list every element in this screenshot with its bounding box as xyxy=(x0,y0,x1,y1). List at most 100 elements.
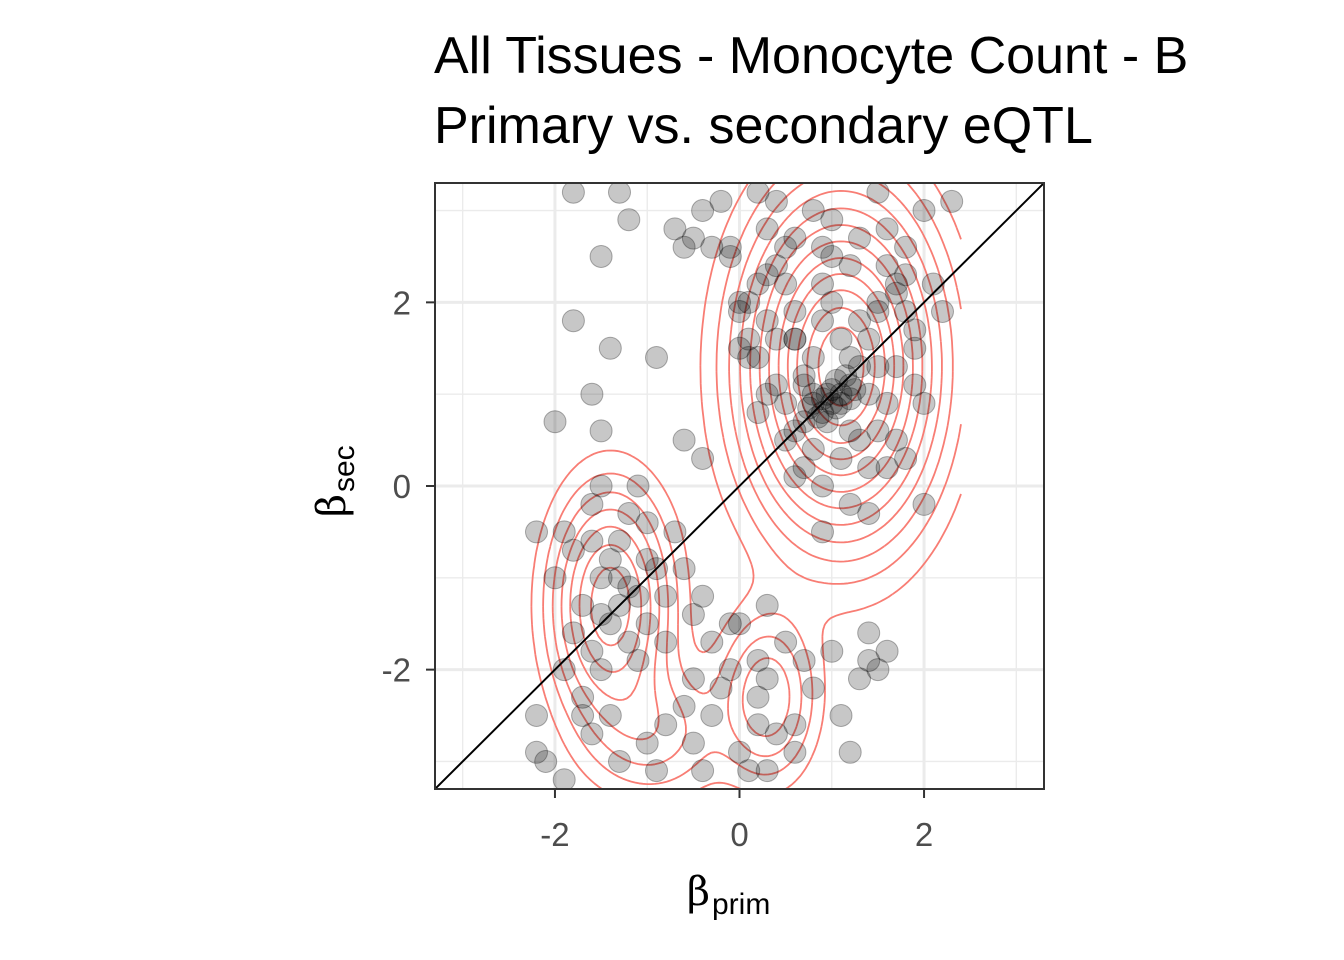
data-point xyxy=(571,685,595,709)
data-point xyxy=(792,649,816,672)
data-point xyxy=(921,272,945,296)
data-point xyxy=(672,694,696,718)
data-point xyxy=(829,382,853,406)
data-point xyxy=(608,566,631,590)
data-point xyxy=(598,612,622,636)
data-point xyxy=(903,336,927,360)
data-point xyxy=(589,566,613,590)
y-tick-label: 2 xyxy=(393,284,411,321)
data-point xyxy=(783,226,807,250)
data-point xyxy=(820,378,844,402)
data-point xyxy=(746,346,770,369)
density-contour-line xyxy=(560,190,943,741)
data-point xyxy=(820,639,844,663)
data-point xyxy=(728,336,751,360)
data-point xyxy=(857,327,881,351)
data-point xyxy=(875,217,899,241)
data-point xyxy=(635,731,659,755)
reference-line-group xyxy=(435,183,1044,789)
data-point xyxy=(774,391,798,415)
data-point xyxy=(912,391,936,415)
density-contour-line xyxy=(551,183,954,766)
data-point xyxy=(654,584,678,608)
data-point xyxy=(700,704,724,727)
data-point xyxy=(608,750,631,773)
data-point xyxy=(718,612,742,636)
data-point xyxy=(617,575,641,599)
x-tick-label: -2 xyxy=(540,816,569,853)
data-point xyxy=(931,300,954,323)
data-point xyxy=(746,272,770,296)
data-point xyxy=(903,318,927,342)
data-point xyxy=(829,391,853,415)
data-point xyxy=(691,584,715,608)
data-point xyxy=(718,658,742,682)
data-point xyxy=(755,593,779,617)
data-point xyxy=(589,658,613,682)
y-tick-label: 0 xyxy=(393,468,411,505)
data-point xyxy=(755,263,779,287)
data-point xyxy=(598,336,622,360)
data-point xyxy=(755,217,779,241)
data-point xyxy=(894,300,918,323)
data-point xyxy=(635,612,659,636)
data-point xyxy=(681,667,705,691)
data-point xyxy=(848,226,871,250)
data-point xyxy=(552,768,576,789)
data-point xyxy=(884,428,908,452)
data-point xyxy=(866,183,890,204)
data-point xyxy=(894,447,918,470)
data-point xyxy=(857,621,881,645)
data-point xyxy=(728,300,751,323)
data-point xyxy=(534,750,558,773)
data-point xyxy=(728,290,751,314)
data-point xyxy=(824,368,848,392)
density-contour-line xyxy=(578,224,924,673)
data-point xyxy=(755,667,779,691)
data-point xyxy=(848,428,871,452)
data-point xyxy=(940,189,964,213)
data-point xyxy=(617,208,641,232)
data-point xyxy=(728,612,751,636)
data-point xyxy=(746,401,770,424)
data-point xyxy=(894,263,918,287)
data-point xyxy=(894,235,918,259)
data-point xyxy=(663,217,687,241)
data-point xyxy=(875,254,899,278)
data-point xyxy=(815,382,839,406)
data-point xyxy=(561,309,585,333)
data-point xyxy=(838,492,862,516)
data-point xyxy=(580,529,604,553)
data-point xyxy=(783,740,807,764)
data-point xyxy=(580,639,604,663)
data-point xyxy=(580,492,604,516)
data-point xyxy=(838,387,862,411)
y-axis-ticks: -2 0 2 xyxy=(382,284,435,689)
data-point xyxy=(866,355,890,379)
data-point xyxy=(811,272,834,296)
y-axis-label-subscript: sec xyxy=(328,445,361,492)
data-point xyxy=(838,373,862,397)
data-point xyxy=(801,676,825,700)
data-point xyxy=(866,658,890,682)
data-point xyxy=(838,740,862,764)
reference-line-y-equals-x xyxy=(435,183,1044,789)
data-point xyxy=(875,639,899,663)
data-point xyxy=(718,245,742,268)
y-axis-label: β sec xyxy=(309,445,361,517)
data-point xyxy=(635,548,659,571)
data-point xyxy=(571,704,595,727)
density-contour-line xyxy=(590,240,914,647)
data-point xyxy=(838,419,862,443)
data-point xyxy=(737,346,761,369)
chart-title-line1: All Tissues - Monocyte Count - B xyxy=(434,27,1188,85)
data-point xyxy=(801,391,825,415)
data-point xyxy=(801,437,825,461)
data-point xyxy=(626,649,650,672)
data-point xyxy=(746,685,770,709)
data-point xyxy=(755,309,779,333)
data-point xyxy=(811,235,834,259)
chart-title-line2: Primary vs. secondary eQTL xyxy=(434,97,1093,155)
data-point xyxy=(811,309,834,333)
